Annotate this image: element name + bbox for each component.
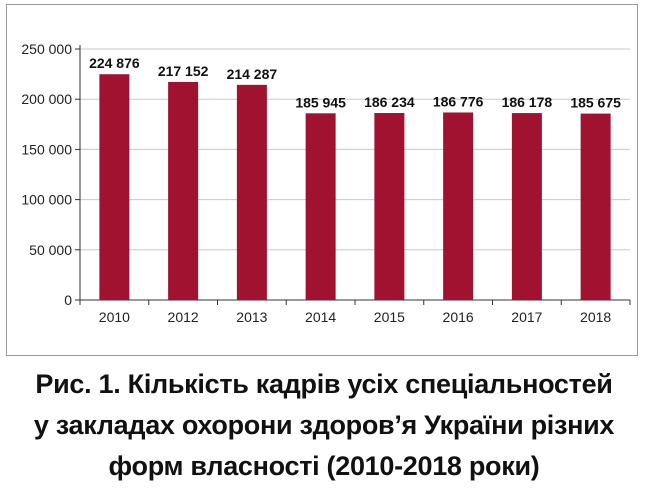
x-tick-label: 2017: [511, 309, 542, 325]
x-tick-label: 2013: [236, 309, 267, 325]
y-tick-label: 0: [64, 292, 72, 308]
x-tick-label: 2010: [99, 309, 130, 325]
x-tick-label: 2015: [374, 309, 405, 325]
bar: [580, 113, 611, 300]
bar-data-label: 185 945: [295, 94, 346, 110]
x-tick-label: 2012: [168, 309, 199, 325]
y-tick-label: 100 000: [21, 192, 72, 208]
bar: [443, 112, 474, 300]
bar-data-label: 186 178: [502, 94, 553, 110]
bar: [305, 113, 336, 300]
bar-data-label: 217 152: [158, 63, 209, 79]
bar: [374, 113, 405, 301]
bar-data-label: 185 675: [570, 95, 621, 111]
x-tick-label: 2016: [443, 309, 474, 325]
y-tick-label: 50 000: [29, 242, 72, 258]
bar: [236, 84, 267, 300]
bar: [99, 74, 130, 301]
figure-caption: Рис. 1. Кількість кадрів усіх спеціально…: [0, 364, 648, 487]
bar-chart: 0 50 000 100 000 150 000 200 000 250 000 224 8…: [21, 41, 631, 325]
bar: [511, 113, 542, 300]
bar: [168, 81, 199, 300]
y-tick-label: 250 000: [21, 41, 72, 57]
x-tick-label: 2018: [580, 309, 611, 325]
y-tick-label: 150 000: [21, 141, 72, 157]
bar-data-label: 214 287: [227, 66, 278, 82]
bar-data-label: 224 876: [89, 55, 140, 71]
y-tick-label: 200 000: [21, 91, 72, 107]
caption-line-1: Рис. 1. Кількість кадрів усіх спеціально…: [35, 369, 613, 399]
bar-data-label: 186 776: [433, 93, 484, 109]
caption-line-2: у закладах охорони здоров’я України різн…: [33, 410, 615, 440]
x-tick-label: 2014: [305, 309, 336, 325]
caption-line-3: форм власності (2010-2018 роки): [108, 451, 540, 481]
bar-data-label: 186 234: [364, 94, 415, 110]
